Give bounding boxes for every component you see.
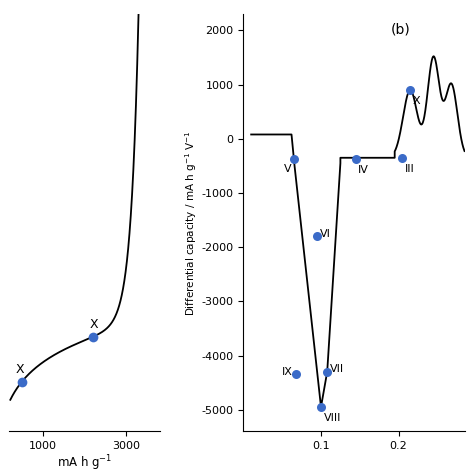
- Text: VIII: VIII: [324, 413, 341, 423]
- Text: VI: VI: [320, 228, 331, 238]
- Text: X: X: [412, 96, 420, 106]
- Text: III: III: [405, 164, 415, 173]
- Y-axis label: Differential capacity / mA h g$^{-1}$ V$^{-1}$: Differential capacity / mA h g$^{-1}$ V$…: [183, 130, 199, 316]
- Text: X: X: [90, 318, 99, 331]
- Text: X: X: [15, 363, 24, 375]
- X-axis label: mA h g$^{-1}$: mA h g$^{-1}$: [57, 454, 112, 474]
- Text: IV: IV: [358, 165, 369, 175]
- Text: IX: IX: [282, 367, 293, 377]
- Text: (b): (b): [391, 22, 410, 36]
- Text: V: V: [284, 164, 292, 174]
- Text: VII: VII: [330, 364, 345, 374]
